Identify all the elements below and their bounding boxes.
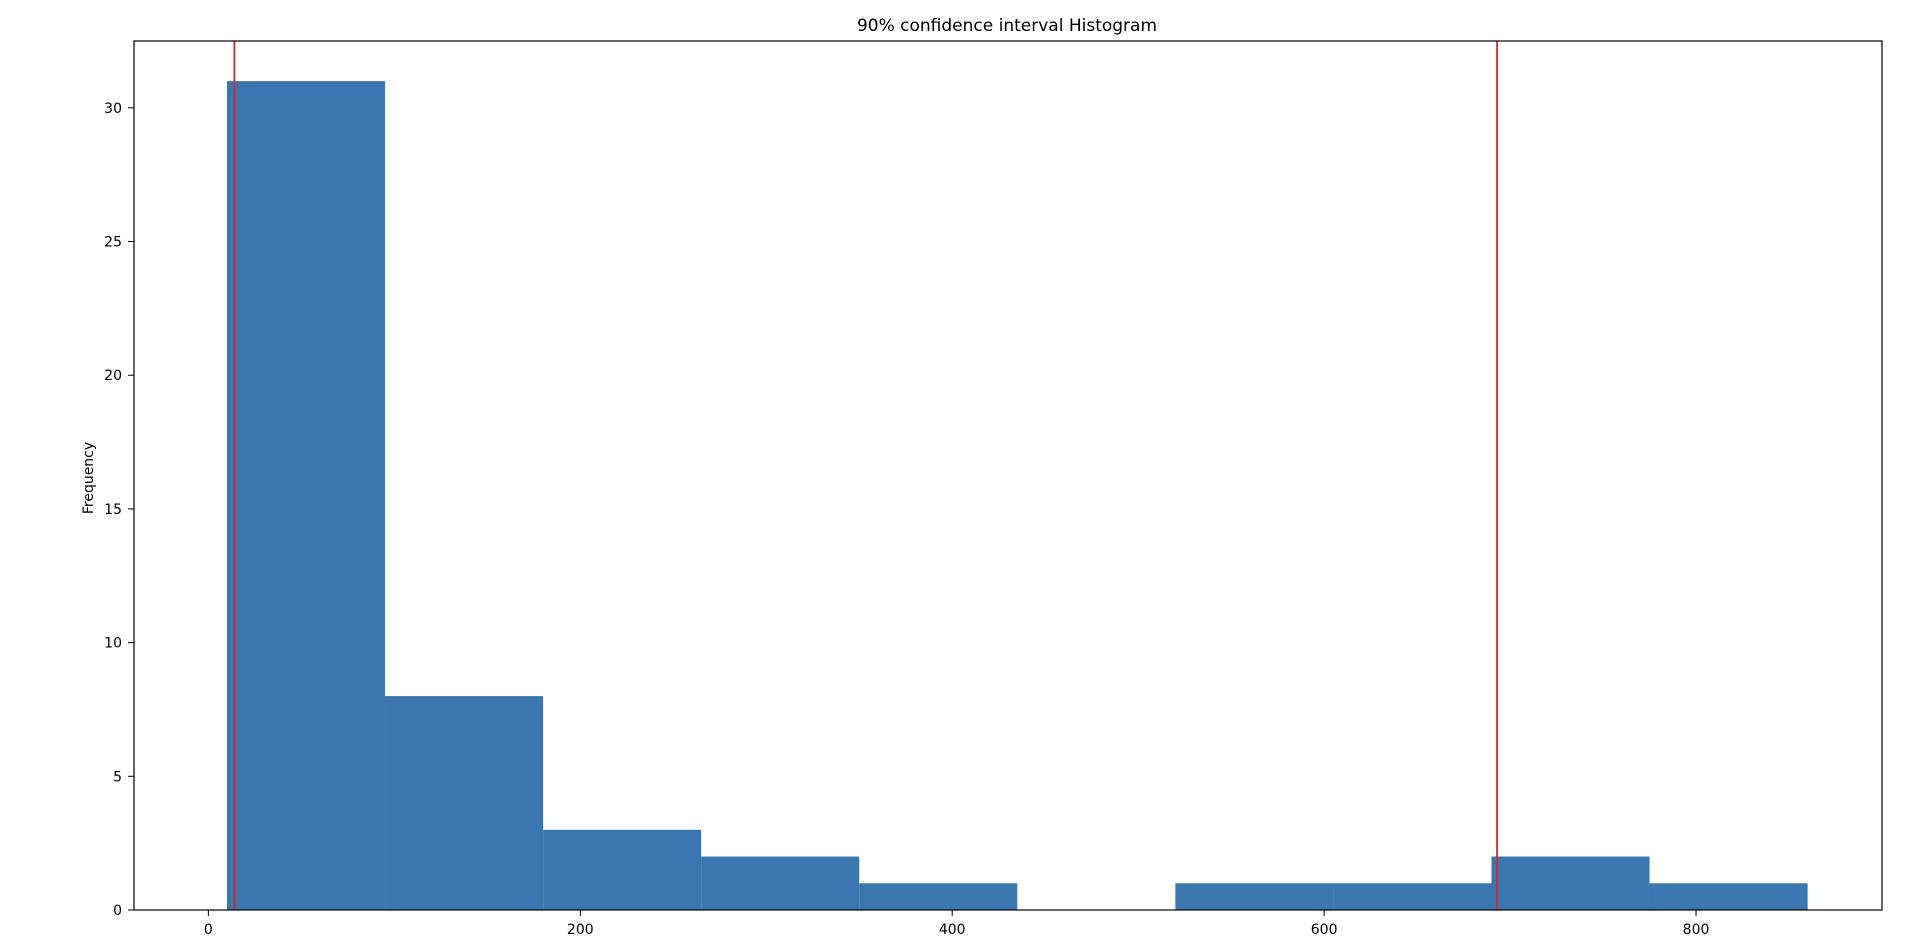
histogram-bar-9 (1649, 883, 1808, 910)
reference-lines-group (233, 41, 1498, 910)
histogram-bar-2 (543, 829, 702, 910)
x-tick-label-4: 800 (1683, 922, 1710, 938)
y-tick-label-3: 15 (104, 502, 122, 518)
y-tick-label-2: 10 (104, 636, 122, 652)
histogram-bar-7 (1333, 883, 1492, 910)
x-tick-label-3: 600 (1311, 922, 1338, 938)
x-tick-label-1: 200 (567, 922, 594, 938)
y-tick-label-5: 25 (104, 235, 122, 251)
x-tick-label-2: 400 (939, 922, 966, 938)
histogram-bar-6 (1175, 883, 1334, 910)
histogram-bar-4 (859, 883, 1018, 910)
y-tick-label-6: 30 (104, 101, 122, 117)
histogram-bar-1 (385, 696, 544, 910)
histogram-bar-0 (226, 81, 386, 911)
bars-group (226, 81, 1808, 911)
y-axis-ticks: 0 5 10 15 20 25 30 (104, 101, 134, 919)
y-tick-label-0: 0 (113, 903, 122, 919)
plot-frame (133, 40, 1883, 911)
y-tick-label-4: 20 (104, 368, 122, 384)
histogram-bar-3 (701, 856, 860, 910)
x-tick-label-0: 0 (204, 922, 213, 938)
chart-title: 90% confidence interval Histogram (857, 16, 1157, 36)
y-axis-label: Frequency (81, 442, 97, 514)
x-axis-ticks: 0 200 400 600 800 (204, 910, 1709, 938)
y-tick-label-1: 5 (113, 769, 122, 785)
histogram-bar-8 (1491, 856, 1650, 910)
